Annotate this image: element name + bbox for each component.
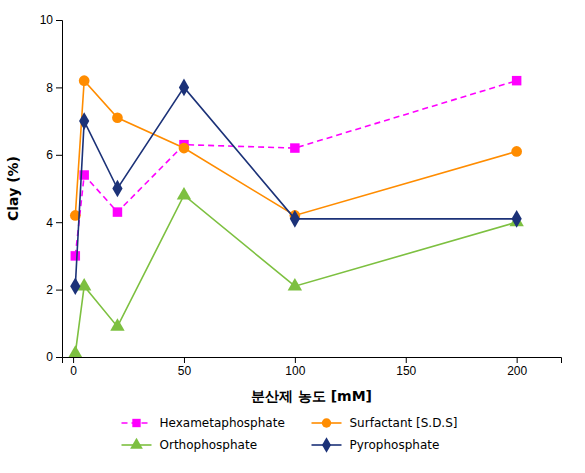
point xyxy=(512,76,521,85)
y-axis: 0 2 4 6 8 10 xyxy=(40,13,63,364)
tick-mark xyxy=(56,290,62,291)
tick: 10 xyxy=(40,13,62,27)
tick-mark xyxy=(295,357,296,363)
legend-item: Pyrophosphate xyxy=(312,437,440,453)
tick-label: 0 xyxy=(46,350,53,364)
x-axis-title: 분산제 농도 [mM] xyxy=(251,388,372,404)
tick-label: 4 xyxy=(46,216,53,230)
tick-label: 50 xyxy=(178,364,192,378)
tick-mark xyxy=(184,357,185,363)
axis-line xyxy=(56,21,63,358)
series xyxy=(71,76,522,261)
legend-symbol xyxy=(130,438,143,449)
legend-label: Hexametaphosphate xyxy=(160,416,285,430)
point xyxy=(290,210,300,228)
tick: 200 xyxy=(507,357,527,378)
tick: 0 xyxy=(70,357,77,378)
plot: 0 50 100 150 200 0 2 4 6 8 10 xyxy=(40,13,562,377)
y-axis-title: Clay (%) xyxy=(5,156,21,221)
point xyxy=(110,318,124,330)
series xyxy=(68,187,524,357)
point xyxy=(112,112,123,123)
tick-mark xyxy=(56,222,62,223)
point xyxy=(70,277,80,295)
series xyxy=(70,75,522,221)
tick-label: 8 xyxy=(46,81,53,95)
axis-line xyxy=(63,358,562,364)
marks xyxy=(68,75,524,357)
legend-item: Surfactant [S.D.S] xyxy=(312,416,458,430)
tick-label: 10 xyxy=(40,13,54,27)
tick: 100 xyxy=(285,357,305,378)
tick-label: 6 xyxy=(46,148,53,162)
tick-mark xyxy=(73,357,74,363)
tick: 0 xyxy=(46,350,62,364)
legend-symbol xyxy=(322,418,331,427)
tick-label: 150 xyxy=(396,364,416,378)
series-line xyxy=(75,81,516,256)
legend-symbol xyxy=(132,419,140,427)
tick-mark xyxy=(56,87,62,88)
point xyxy=(288,278,302,290)
tick-mark xyxy=(56,357,62,358)
point xyxy=(179,79,189,97)
tick: 150 xyxy=(396,357,416,378)
legend-label: Surfactant [S.D.S] xyxy=(350,416,458,430)
legend-symbol xyxy=(322,437,331,453)
tick: 8 xyxy=(46,81,62,95)
point xyxy=(71,251,80,260)
tick-mark xyxy=(56,155,62,156)
point xyxy=(68,345,82,357)
point xyxy=(113,207,122,216)
point xyxy=(79,75,90,86)
legend-item: Orthophosphate xyxy=(122,438,258,453)
point xyxy=(512,210,522,228)
point xyxy=(511,146,522,157)
tick: 4 xyxy=(46,216,62,230)
tick-mark xyxy=(517,357,518,363)
tick-mark xyxy=(406,357,407,363)
chart: 0 50 100 150 200 0 2 4 6 8 10 분산제 농도 [mM] Clay (%) He… xyxy=(0,0,585,473)
tick: 2 xyxy=(46,283,62,297)
tick-label: 2 xyxy=(46,283,53,297)
legend-item: Hexametaphosphate xyxy=(122,416,285,430)
tick-mark xyxy=(56,20,62,21)
point xyxy=(177,187,191,199)
series xyxy=(70,79,522,295)
tick: 50 xyxy=(178,357,192,378)
point xyxy=(290,143,299,152)
legend-label: Pyrophosphate xyxy=(350,438,440,452)
legend-label: Orthophosphate xyxy=(160,438,258,452)
tick-label: 0 xyxy=(70,364,77,378)
tick-label: 100 xyxy=(285,364,305,378)
tick: 6 xyxy=(46,148,62,162)
x-axis: 0 50 100 150 200 xyxy=(63,357,562,378)
series-line xyxy=(75,81,516,216)
tick-label: 200 xyxy=(507,364,527,378)
point xyxy=(79,112,89,130)
series-line xyxy=(75,87,516,286)
point xyxy=(179,143,190,154)
legend: Hexametaphosphate Surfactant [S.D.S] Ortho… xyxy=(122,416,458,453)
point xyxy=(112,180,122,198)
